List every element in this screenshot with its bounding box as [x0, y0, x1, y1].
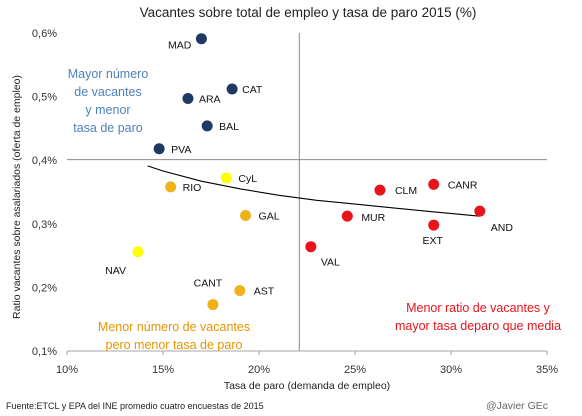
y-tick-label: 0,6% [32, 28, 57, 40]
trendline [147, 165, 480, 217]
y-axis-label: Ratio vacantes sobre asalariados (oferta… [11, 75, 23, 319]
x-axis-label: Tasa de paro (demanda de empleo) [224, 380, 390, 392]
data-point [474, 205, 486, 217]
data-label: RIO [183, 182, 202, 194]
y-tick-label: 0,5% [32, 92, 57, 104]
data-label: EXT [423, 235, 444, 247]
data-point [153, 143, 165, 155]
y-tick-label: 0,2% [32, 282, 57, 294]
data-points [132, 33, 486, 311]
data-point [182, 93, 194, 105]
x-tick-label: 35% [536, 364, 558, 376]
data-point [132, 246, 144, 258]
data-point [428, 178, 440, 190]
quadrant-annotations: Mayor número de vacantes y menor tasa de pa… [68, 67, 561, 352]
annotation-line: de vacantes [74, 85, 141, 99]
data-label: MUR [361, 212, 385, 224]
data-label: BAL [219, 121, 239, 133]
y-tick-label: 0,3% [32, 219, 57, 231]
data-point [220, 172, 232, 184]
source-note: Fuente:ETCL y EPA del INE promedio cuatr… [6, 401, 264, 411]
data-point [428, 219, 440, 231]
data-label: AND [491, 222, 514, 234]
annotation: Mayor número de vacantes y menor tasa de pa… [68, 67, 149, 135]
point-labels: MAD CAT ARA BAL PVA CyL RIO GAL NAV CANT AST CLM CAN… [105, 40, 513, 298]
annotation-line: Menor ratio de vacantes y [406, 301, 551, 315]
x-tick-label: 15% [152, 364, 174, 376]
data-label: MAD [168, 40, 192, 52]
x-tick-label: 10% [56, 364, 78, 376]
y-tick-label: 0,1% [32, 346, 57, 358]
data-label: GAL [259, 211, 280, 223]
trend-curve [147, 165, 480, 217]
data-point [234, 285, 246, 297]
data-label: PVA [171, 144, 191, 156]
annotation-line: Menor número de vacantes [98, 320, 250, 334]
x-tick-label: 30% [440, 364, 462, 376]
data-label: CANR [448, 179, 478, 191]
data-label: CANT [194, 278, 223, 290]
data-label: CAT [242, 84, 263, 96]
annotation-line: y menor [85, 103, 130, 117]
annotation-line: tasa de paro [73, 121, 143, 135]
annotation: Menor número de vacantes pero menor tasa … [98, 320, 250, 352]
data-point [240, 210, 252, 222]
data-label: CLM [395, 185, 417, 197]
data-point [165, 181, 177, 193]
data-point [305, 241, 317, 253]
annotation-line: pero menor tasa de paro [106, 338, 243, 352]
data-point [341, 210, 353, 222]
y-tick-label: 0,4% [32, 155, 57, 167]
chart-title: Vacantes sobre total de empleo y tasa de… [140, 5, 477, 20]
reference-lines [67, 33, 547, 351]
data-point [207, 299, 219, 311]
annotation-line: Mayor número [68, 67, 149, 81]
data-label: CyL [238, 173, 257, 185]
annotation: Menor ratio de vacantes y mayor tasa depa… [395, 301, 561, 333]
data-label: NAV [105, 265, 126, 277]
data-point [374, 184, 386, 196]
data-label: VAL [321, 257, 340, 269]
data-point [201, 120, 213, 132]
data-label: AST [254, 286, 275, 298]
data-point [226, 83, 238, 95]
data-point [195, 33, 207, 45]
author-credit: @Javier GEc [486, 400, 548, 412]
axes: 10% 15% 20% 25% 30% 35% 0,1% 0,2% 0,3% 0,4% 0,5% 0,… [32, 28, 558, 376]
x-tick-label: 25% [344, 364, 366, 376]
annotation-line: mayor tasa deparo que media [395, 319, 561, 333]
data-label: ARA [199, 94, 221, 106]
x-tick-label: 20% [248, 364, 270, 376]
